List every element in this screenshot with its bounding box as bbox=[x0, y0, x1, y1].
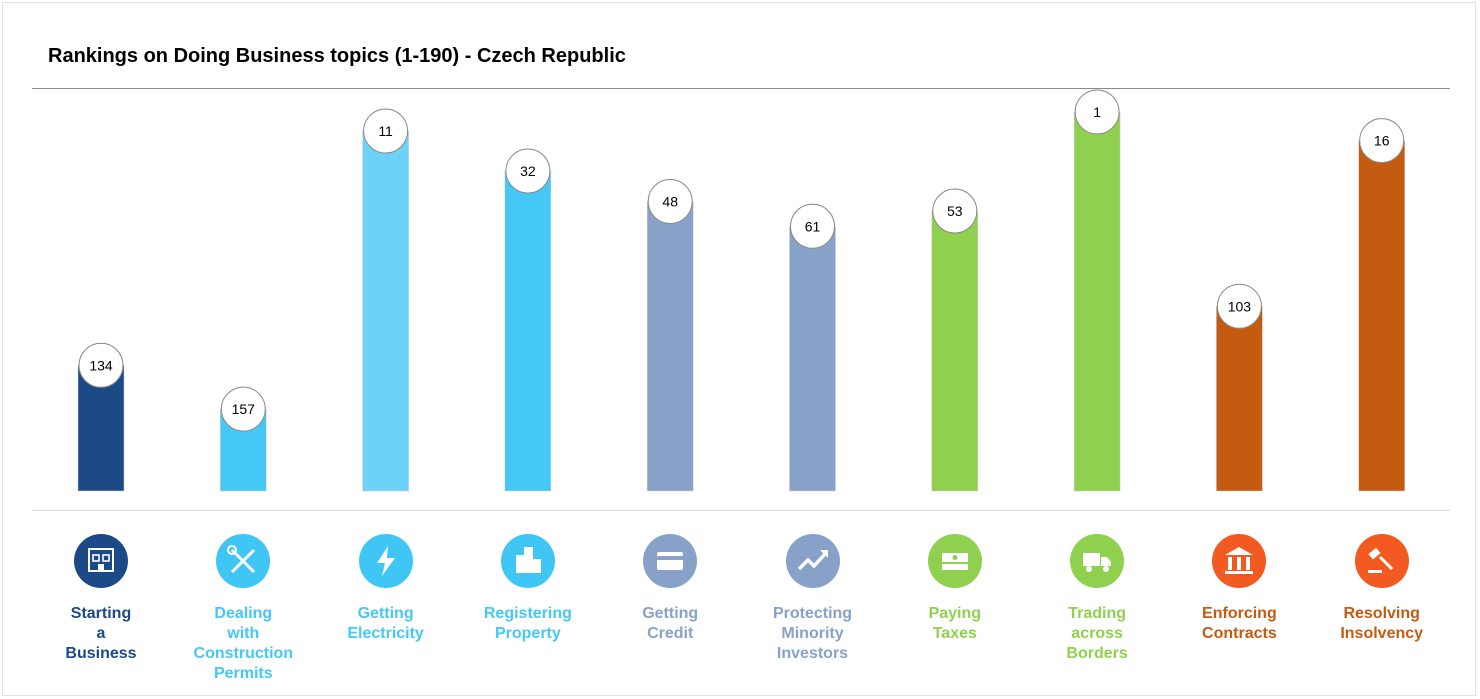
bar-7 bbox=[931, 210, 979, 492]
data-label-bubble-3 bbox=[363, 108, 409, 154]
credit-card-icon bbox=[643, 534, 698, 588]
category-label-1: Starting a Business bbox=[65, 605, 137, 662]
category-label-10: Resolving Insolvency bbox=[1340, 605, 1424, 642]
data-label-bubble-2 bbox=[220, 386, 266, 432]
category-label-3: Getting Electricity bbox=[347, 605, 424, 642]
data-label-3: 11 bbox=[378, 123, 393, 139]
category-label-6: Protecting Minority Investors bbox=[772, 605, 853, 662]
data-label-1: 134 bbox=[89, 357, 113, 373]
bar-4 bbox=[504, 170, 552, 492]
bar-10 bbox=[1358, 140, 1405, 492]
data-label-bubble-6 bbox=[790, 203, 835, 249]
category-label-4: Registering Property bbox=[483, 605, 572, 642]
data-label-9: 103 bbox=[1228, 298, 1252, 314]
wrench-screwdriver-icon bbox=[216, 534, 271, 588]
data-label-bubble-4 bbox=[505, 148, 551, 194]
bar-3 bbox=[362, 130, 409, 492]
data-label-4: 32 bbox=[520, 163, 536, 179]
axis-divider bbox=[32, 510, 1450, 511]
chart-title: Rankings on Doing Business topics (1-190… bbox=[48, 45, 626, 67]
category-label-9: Enforcing Contracts bbox=[1202, 605, 1277, 642]
data-label-bubble-7 bbox=[932, 188, 978, 234]
bar-6 bbox=[789, 226, 836, 492]
bar-5 bbox=[646, 201, 694, 492]
truck-icon bbox=[1070, 534, 1125, 588]
gavel-icon bbox=[1354, 534, 1409, 588]
data-label-7: 53 bbox=[947, 203, 963, 219]
title-divider bbox=[32, 88, 1450, 89]
bar-9 bbox=[1216, 306, 1263, 492]
bar-8 bbox=[1073, 111, 1121, 492]
data-label-8: 1 bbox=[1093, 104, 1101, 120]
city-icon bbox=[500, 534, 555, 588]
data-label-10: 16 bbox=[1374, 133, 1390, 149]
data-label-2: 157 bbox=[232, 401, 256, 417]
category-label-7: Paying Taxes bbox=[928, 605, 982, 642]
category-label-5: Getting Credit bbox=[642, 605, 699, 642]
category-label-2: Dealing with Construction Permits bbox=[193, 605, 294, 682]
data-label-bubble-9 bbox=[1216, 283, 1262, 329]
data-label-bubble-1 bbox=[78, 342, 124, 388]
building-icon bbox=[74, 534, 128, 588]
category-label-8: Trading across Borders bbox=[1066, 605, 1128, 662]
data-label-bubble-10 bbox=[1359, 118, 1405, 164]
data-label-bubble-5 bbox=[647, 179, 693, 225]
trend-up-icon bbox=[785, 534, 840, 588]
data-label-6: 61 bbox=[805, 218, 821, 234]
courthouse-icon bbox=[1212, 534, 1267, 588]
money-icon bbox=[927, 534, 982, 588]
lightning-icon bbox=[358, 534, 413, 588]
data-label-bubble-8 bbox=[1074, 89, 1120, 135]
data-label-5: 48 bbox=[662, 194, 678, 210]
